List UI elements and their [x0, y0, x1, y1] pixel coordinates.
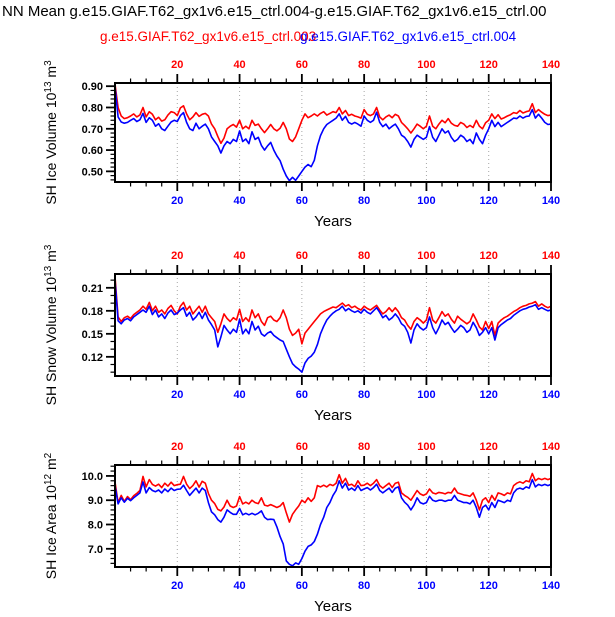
x-tick-label-bottom: 60	[296, 389, 308, 401]
x-tick-label-bottom: 140	[542, 580, 560, 592]
x-axis-title: Years	[314, 213, 352, 230]
x-tick-label-bottom: 40	[233, 580, 245, 592]
x-tick-label-bottom: 100	[417, 195, 435, 207]
series-line	[114, 276, 552, 345]
x-tick-label-top: 100	[417, 250, 435, 262]
x-tick-label-bottom: 20	[171, 195, 183, 207]
y-tick-label: 0.90	[82, 81, 103, 93]
x-tick-label-top: 60	[296, 250, 308, 262]
legend-series1-label: g.e15.GIAF.T62_gx1v6.e15_ctrl.003	[100, 29, 317, 44]
x-tick-label-bottom: 40	[233, 195, 245, 207]
x-tick-label-top: 140	[542, 441, 560, 453]
x-tick-label-bottom: 100	[417, 580, 435, 592]
y-tick-label: 7.0	[88, 544, 103, 556]
series-line	[114, 86, 552, 182]
panel-2: 20 20 40 40 60 60 80 80 100 100 120 120 140 140 0.12 0.…	[43, 244, 560, 424]
y-tick-label: 10.0	[82, 471, 103, 483]
y-tick-label: 0.50	[82, 166, 103, 178]
x-tick-label-bottom: 120	[480, 580, 498, 592]
x-tick-label-bottom: 80	[358, 389, 370, 401]
series-line	[114, 280, 552, 374]
y-axis-title: SH Ice Volume 1013 m3	[43, 60, 59, 205]
x-tick-label-top: 100	[417, 441, 435, 453]
x-axis-title: Years	[314, 598, 352, 615]
legend-series2-label: g.e15.GIAF.T62_gx1v6.e15_ctrl.004	[300, 29, 517, 44]
panel-3: 20 20 40 40 60 60 80 80 100 100 120 120 140 140 7.0 8.0…	[43, 441, 560, 615]
x-tick-label-bottom: 20	[171, 389, 183, 401]
x-tick-label-top: 20	[171, 59, 183, 71]
y-tick-label: 0.18	[82, 306, 103, 318]
series-line	[114, 478, 552, 567]
y-tick-label: 9.0	[88, 495, 103, 507]
x-tick-label-top: 60	[296, 441, 308, 453]
x-tick-label-top: 40	[233, 441, 245, 453]
x-tick-label-top: 20	[171, 441, 183, 453]
x-tick-label-bottom: 40	[233, 389, 245, 401]
x-tick-label-top: 140	[542, 250, 560, 262]
x-tick-label-top: 40	[233, 250, 245, 262]
x-tick-label-bottom: 60	[296, 580, 308, 592]
series-line	[114, 472, 552, 523]
x-tick-label-bottom: 80	[358, 580, 370, 592]
x-tick-label-bottom: 60	[296, 195, 308, 207]
x-tick-label-top: 80	[358, 250, 370, 262]
x-tick-label-bottom: 80	[358, 195, 370, 207]
x-tick-label-top: 140	[542, 59, 560, 71]
x-tick-label-top: 120	[480, 250, 498, 262]
plot-frame	[114, 464, 552, 568]
x-tick-label-bottom: 140	[542, 195, 560, 207]
series-line	[114, 83, 552, 145]
x-tick-label-top: 80	[358, 59, 370, 71]
y-axis-title: SH Ice Area 1012 m2	[43, 452, 59, 579]
y-tick-label: 0.15	[82, 329, 103, 341]
y-tick-label: 0.12	[82, 352, 103, 364]
x-tick-label-bottom: 100	[417, 389, 435, 401]
y-tick-label: 0.70	[82, 124, 103, 136]
y-tick-label: 0.21	[82, 283, 103, 295]
x-axis-title: Years	[314, 407, 352, 424]
x-tick-label-bottom: 120	[480, 389, 498, 401]
x-tick-label-top: 120	[480, 59, 498, 71]
x-tick-label-bottom: 120	[480, 195, 498, 207]
x-tick-label-top: 80	[358, 441, 370, 453]
panel-1: 20 20 40 40 60 60 80 80 100 100 120 120 140 140 0.50 0.…	[43, 59, 560, 230]
y-tick-label: 8.0	[88, 520, 103, 532]
x-tick-label-top: 20	[171, 250, 183, 262]
plot-frame	[114, 273, 552, 377]
y-tick-label: 0.80	[82, 102, 103, 114]
plot-frame	[114, 82, 552, 183]
y-axis-title: SH Snow Volume 1013 m3	[43, 244, 59, 405]
x-tick-label-top: 40	[233, 59, 245, 71]
y-tick-label: 0.60	[82, 145, 103, 157]
x-tick-label-top: 60	[296, 59, 308, 71]
figure-title: NN Mean g.e15.GIAF.T62_gx1v6.e15_ctrl.00…	[2, 3, 547, 20]
x-tick-label-top: 120	[480, 441, 498, 453]
x-tick-label-top: 100	[417, 59, 435, 71]
x-tick-label-bottom: 20	[171, 580, 183, 592]
x-tick-label-bottom: 140	[542, 389, 560, 401]
